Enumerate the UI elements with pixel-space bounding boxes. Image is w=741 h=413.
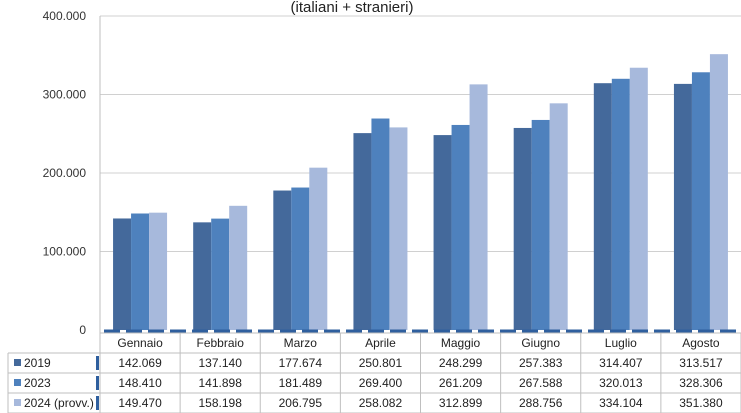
y-tick-label: 200.000 bbox=[43, 166, 87, 180]
data-label: 149.470 bbox=[118, 396, 162, 410]
bar-2024-marzo bbox=[309, 167, 328, 330]
x-tick-label: Febbraio bbox=[197, 336, 245, 350]
bar-2024-agosto bbox=[709, 54, 728, 331]
bar-2024-gennaio bbox=[149, 212, 168, 330]
data-label: 334.104 bbox=[599, 396, 643, 410]
legend-label: 2024 (provv.) bbox=[24, 396, 94, 410]
data-label: 257.383 bbox=[519, 356, 563, 370]
bar-2019-giugno bbox=[513, 127, 532, 330]
x-tick-label: Maggio bbox=[441, 336, 481, 350]
y-tick-label: 400.000 bbox=[43, 9, 87, 23]
y-tick-label: 300.000 bbox=[43, 88, 87, 102]
legend-label: 2023 bbox=[24, 376, 51, 390]
data-label: 288.756 bbox=[519, 396, 563, 410]
bar-2023-marzo bbox=[291, 187, 310, 330]
bar-2023-luglio bbox=[611, 78, 630, 330]
bar-2023-agosto bbox=[691, 72, 710, 331]
bar-2019-agosto bbox=[673, 83, 692, 330]
legend-key bbox=[14, 359, 21, 366]
data-label: 314.407 bbox=[599, 356, 643, 370]
data-label: 137.140 bbox=[198, 356, 242, 370]
x-tick-label: Agosto bbox=[682, 336, 720, 350]
y-tick-label: 100.000 bbox=[43, 245, 87, 259]
legend-key bbox=[14, 379, 21, 386]
bar-2019-marzo bbox=[273, 190, 292, 330]
data-label: 206.795 bbox=[279, 396, 323, 410]
bars bbox=[113, 54, 728, 331]
row-marker bbox=[96, 396, 99, 410]
data-label: 351.380 bbox=[679, 396, 723, 410]
data-label: 320.013 bbox=[599, 376, 643, 390]
data-label: 269.400 bbox=[359, 376, 403, 390]
bar-2019-aprile bbox=[353, 133, 372, 330]
data-label: 250.801 bbox=[359, 356, 403, 370]
data-label: 248.299 bbox=[439, 356, 483, 370]
bar-2024-maggio bbox=[469, 84, 488, 330]
data-label: 328.306 bbox=[679, 376, 723, 390]
x-tick-label: Aprile bbox=[365, 336, 396, 350]
data-label: 267.588 bbox=[519, 376, 563, 390]
legend-key bbox=[14, 399, 21, 406]
data-label: 313.517 bbox=[679, 356, 723, 370]
x-tick-label: Gennaio bbox=[117, 336, 163, 350]
bar-2024-giugno bbox=[549, 103, 568, 330]
row-marker bbox=[96, 356, 99, 370]
chart-title: (italiani + stranieri) bbox=[291, 0, 414, 16]
data-label: 141.898 bbox=[198, 376, 242, 390]
row-marker bbox=[96, 376, 99, 390]
legend-label: 2019 bbox=[24, 356, 51, 370]
data-label: 142.069 bbox=[118, 356, 162, 370]
bar-2024-luglio bbox=[629, 67, 648, 330]
bar-2019-gennaio bbox=[113, 218, 132, 330]
x-tick-label: Giugno bbox=[521, 336, 560, 350]
bar-2023-gennaio bbox=[131, 213, 150, 330]
data-label: 258.082 bbox=[359, 396, 403, 410]
bar-2023-aprile bbox=[371, 118, 390, 331]
x-axis bbox=[99, 16, 741, 413]
data-label: 148.410 bbox=[118, 376, 162, 390]
x-tick-label: Luglio bbox=[605, 336, 637, 350]
bar-2023-giugno bbox=[531, 119, 550, 330]
bar-2019-luglio bbox=[593, 83, 612, 330]
bar-2024-febbraio bbox=[229, 205, 248, 330]
data-label: 312.899 bbox=[439, 396, 483, 410]
bar-2019-febbraio bbox=[193, 222, 212, 330]
data-label: 177.674 bbox=[279, 356, 323, 370]
bar-2024-aprile bbox=[389, 127, 408, 330]
bar-2023-febbraio bbox=[211, 218, 230, 330]
data-label: 261.209 bbox=[439, 376, 483, 390]
y-axis: 0 100.000 200.000 300.000 400.000 bbox=[43, 9, 87, 337]
data-table: Gennaio Febbraio Marzo Aprile Maggio Giugno Lu… bbox=[7, 332, 741, 413]
bar-2023-maggio bbox=[451, 124, 470, 331]
x-tick-label: Marzo bbox=[284, 336, 318, 350]
bar-2019-maggio bbox=[433, 135, 452, 330]
data-label: 181.489 bbox=[279, 376, 323, 390]
y-tick-label: 0 bbox=[79, 323, 86, 337]
data-label: 158.198 bbox=[198, 396, 242, 410]
